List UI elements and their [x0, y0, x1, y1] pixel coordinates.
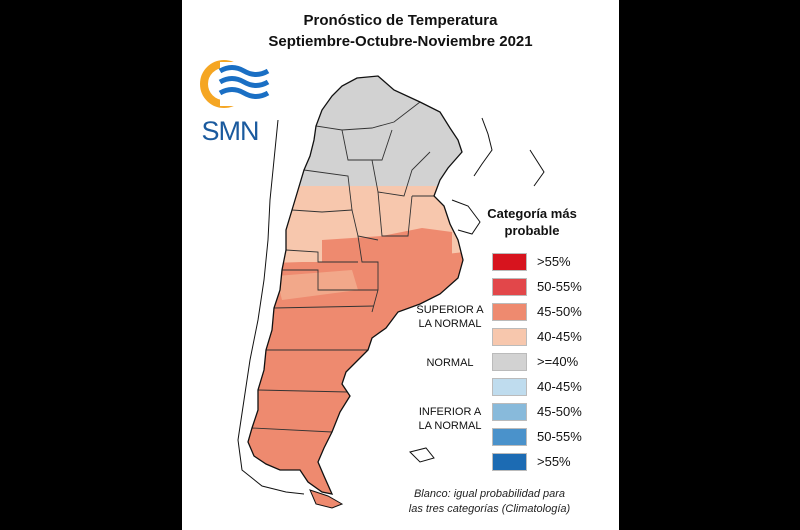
legend-swatch-inferior: [492, 378, 527, 396]
legend-swatch-inferior: [492, 428, 527, 446]
legend-label-inferior: 40-45%: [537, 379, 582, 394]
legend-title-line-2: probable: [504, 223, 560, 238]
forecast-panel: Pronóstico de Temperatura Septiembre-Oct…: [182, 0, 619, 530]
legend-swatch-inferior: [492, 453, 527, 471]
smn-logo-icon: [200, 60, 270, 108]
legend-label-inferior: 45-50%: [537, 404, 582, 419]
legend-title-line-1: Categoría más: [487, 206, 577, 221]
legend-label-superior: 45-50%: [537, 304, 582, 319]
uruguay-outline: [451, 199, 481, 235]
superior-region-north: [322, 228, 452, 266]
legend-group-superior: SUPERIOR A LA NORMAL: [405, 303, 495, 331]
legend-label-superior: 40-45%: [537, 329, 582, 344]
legend-swatch-superior: [492, 253, 527, 271]
brazil-coast: [473, 117, 545, 187]
legend-label-inferior: >55%: [537, 454, 571, 469]
climatology-note: Blanco: igual probabilidad para las tres…: [382, 487, 597, 517]
legend-group-inferior: INFERIOR A LA NORMAL: [405, 405, 495, 433]
group-inferior-line-2: LA NORMAL: [418, 420, 482, 432]
group-inferior-line-1: INFERIOR A: [418, 406, 482, 418]
note-line-2: las tres categorías (Climatología): [408, 503, 571, 515]
legend-group-normal: NORMAL: [426, 357, 474, 369]
note-line-1: Blanco: igual probabilidad para: [413, 488, 566, 500]
legend-swatch-normal: [492, 353, 527, 371]
mixed-region: [276, 270, 358, 300]
legend-swatch-inferior: [492, 403, 527, 421]
malvinas: [409, 447, 435, 463]
title-line-2: Septiembre-Octubre-Noviembre 2021: [268, 33, 533, 50]
legend-swatch-superior: [492, 328, 527, 346]
group-superior-line-1: SUPERIOR A: [416, 304, 484, 316]
country-outline: [247, 75, 464, 495]
legend-swatch-superior: [492, 303, 527, 321]
legend-swatch-superior: [492, 278, 527, 296]
legend-label-inferior: 50-55%: [537, 429, 582, 444]
legend-label-superior: >55%: [537, 254, 571, 269]
tierra-del-fuego: [309, 489, 344, 509]
normal-region: [248, 76, 463, 190]
smn-logo-text: SMN: [201, 116, 260, 146]
legend-title: Categoría más probable: [467, 205, 597, 239]
legend-label-normal: >=40%: [537, 354, 579, 369]
title-line-1: Pronóstico de Temperatura: [303, 12, 498, 29]
map-title: Pronóstico de Temperatura Septiembre-Oct…: [182, 10, 619, 52]
group-superior-line-2: LA NORMAL: [418, 318, 482, 330]
chile-coast: [237, 119, 305, 495]
argentina-forecast-map: [237, 75, 545, 509]
legend-label-superior: 50-55%: [537, 279, 582, 294]
